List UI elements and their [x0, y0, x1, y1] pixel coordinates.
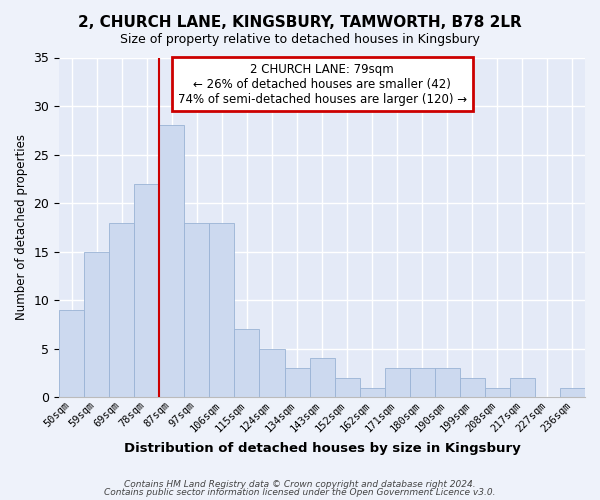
- Bar: [184, 222, 209, 398]
- Bar: [209, 222, 235, 398]
- Bar: [84, 252, 109, 398]
- Bar: [259, 349, 284, 398]
- Bar: [460, 378, 485, 398]
- Y-axis label: Number of detached properties: Number of detached properties: [15, 134, 28, 320]
- Bar: [335, 378, 359, 398]
- Bar: [510, 378, 535, 398]
- X-axis label: Distribution of detached houses by size in Kingsbury: Distribution of detached houses by size …: [124, 442, 520, 455]
- Bar: [359, 388, 385, 398]
- Bar: [385, 368, 410, 398]
- Bar: [109, 222, 134, 398]
- Text: 2, CHURCH LANE, KINGSBURY, TAMWORTH, B78 2LR: 2, CHURCH LANE, KINGSBURY, TAMWORTH, B78…: [78, 15, 522, 30]
- Bar: [560, 388, 585, 398]
- Bar: [59, 310, 84, 398]
- Bar: [410, 368, 435, 398]
- Text: Size of property relative to detached houses in Kingsbury: Size of property relative to detached ho…: [120, 32, 480, 46]
- Text: 2 CHURCH LANE: 79sqm
← 26% of detached houses are smaller (42)
74% of semi-detac: 2 CHURCH LANE: 79sqm ← 26% of detached h…: [178, 62, 467, 106]
- Bar: [160, 126, 184, 398]
- Text: Contains HM Land Registry data © Crown copyright and database right 2024.: Contains HM Land Registry data © Crown c…: [124, 480, 476, 489]
- Bar: [235, 330, 259, 398]
- Bar: [284, 368, 310, 398]
- Text: Contains public sector information licensed under the Open Government Licence v3: Contains public sector information licen…: [104, 488, 496, 497]
- Bar: [485, 388, 510, 398]
- Bar: [435, 368, 460, 398]
- Bar: [310, 358, 335, 398]
- Bar: [134, 184, 160, 398]
